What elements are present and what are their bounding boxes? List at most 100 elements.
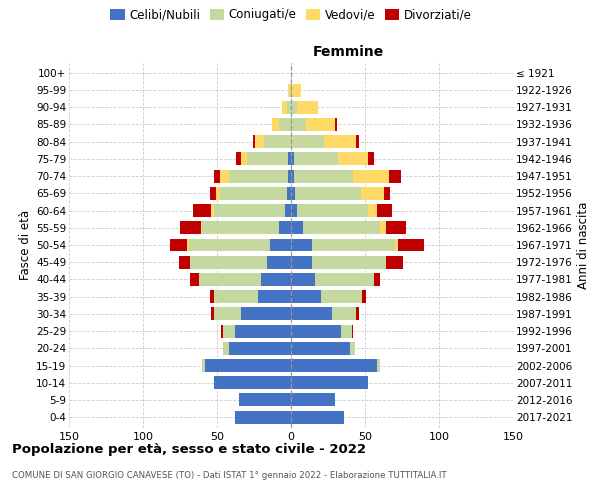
Bar — [398, 238, 424, 252]
Bar — [229, 342, 291, 355]
Bar — [235, 410, 291, 424]
Bar — [395, 238, 398, 252]
Y-axis label: Fasce di età: Fasce di età — [19, 210, 32, 280]
Bar — [193, 204, 211, 217]
Bar — [211, 308, 214, 320]
Bar — [380, 222, 386, 234]
Bar — [291, 84, 292, 96]
Bar — [262, 273, 291, 286]
Bar — [223, 342, 229, 355]
Bar — [235, 324, 291, 338]
Bar — [221, 324, 223, 338]
Bar — [323, 135, 356, 148]
Bar — [294, 152, 338, 166]
Bar — [368, 204, 377, 217]
Bar — [314, 273, 374, 286]
Bar — [279, 222, 291, 234]
Bar — [256, 135, 265, 148]
Bar — [292, 84, 301, 96]
Bar — [295, 187, 361, 200]
Bar — [297, 101, 317, 114]
Bar — [180, 222, 201, 234]
Text: COMUNE DI SAN GIORGIO CANAVESE (TO) - Dati ISTAT 1° gennaio 2022 - Elaborazione : COMUNE DI SAN GIORGIO CANAVESE (TO) - Da… — [12, 471, 446, 480]
Bar — [291, 308, 332, 320]
Bar — [209, 290, 214, 303]
Bar — [189, 238, 270, 252]
Bar — [288, 84, 290, 96]
Bar — [211, 204, 214, 217]
Bar — [229, 170, 288, 182]
Bar — [214, 308, 241, 320]
Bar — [239, 394, 291, 406]
Bar — [199, 273, 262, 286]
Bar — [214, 290, 259, 303]
Bar — [386, 256, 403, 268]
Bar — [287, 101, 291, 114]
Bar — [384, 187, 390, 200]
Bar — [202, 222, 279, 234]
Bar — [291, 359, 377, 372]
Bar — [291, 394, 335, 406]
Bar — [291, 222, 303, 234]
Text: Femmine: Femmine — [313, 45, 385, 59]
Bar — [291, 376, 368, 389]
Bar — [353, 170, 389, 182]
Bar — [350, 342, 355, 355]
Y-axis label: Anni di nascita: Anni di nascita — [577, 202, 590, 288]
Bar — [291, 204, 297, 217]
Bar — [386, 222, 406, 234]
Bar — [312, 238, 395, 252]
Bar — [201, 222, 202, 234]
Bar — [320, 290, 362, 303]
Bar — [352, 324, 353, 338]
Bar — [241, 308, 291, 320]
Bar — [368, 152, 374, 166]
Bar — [253, 135, 256, 148]
Bar — [377, 204, 392, 217]
Bar — [291, 135, 323, 148]
Bar — [291, 410, 344, 424]
Bar — [187, 238, 189, 252]
Bar — [270, 238, 291, 252]
Bar — [374, 273, 380, 286]
Bar — [214, 376, 291, 389]
Bar — [356, 135, 359, 148]
Bar — [279, 118, 291, 131]
Bar — [291, 170, 294, 182]
Bar — [288, 170, 291, 182]
Bar — [306, 118, 335, 131]
Bar — [291, 152, 294, 166]
Bar — [288, 152, 291, 166]
Bar — [297, 204, 368, 217]
Bar — [223, 324, 235, 338]
Bar — [220, 187, 287, 200]
Bar — [362, 290, 367, 303]
Bar — [205, 359, 291, 372]
Bar — [190, 273, 199, 286]
Bar — [179, 256, 190, 268]
Bar — [220, 170, 229, 182]
Bar — [291, 290, 320, 303]
Bar — [214, 204, 285, 217]
Legend: Celibi/Nubili, Coniugati/e, Vedovi/e, Divorziati/e: Celibi/Nubili, Coniugati/e, Vedovi/e, Di… — [108, 6, 474, 24]
Bar — [272, 118, 279, 131]
Bar — [215, 187, 220, 200]
Bar — [291, 256, 312, 268]
Bar — [214, 170, 220, 182]
Bar — [332, 308, 356, 320]
Bar — [291, 187, 295, 200]
Bar — [335, 118, 337, 131]
Bar — [356, 308, 359, 320]
Bar — [377, 359, 380, 372]
Bar — [241, 152, 247, 166]
Bar — [287, 187, 291, 200]
Bar — [268, 256, 291, 268]
Bar — [290, 84, 291, 96]
Bar — [259, 290, 291, 303]
Text: Popolazione per età, sesso e stato civile - 2022: Popolazione per età, sesso e stato civil… — [12, 442, 366, 456]
Bar — [389, 170, 401, 182]
Bar — [294, 170, 353, 182]
Bar — [236, 152, 241, 166]
Bar — [291, 118, 306, 131]
Bar — [282, 101, 287, 114]
